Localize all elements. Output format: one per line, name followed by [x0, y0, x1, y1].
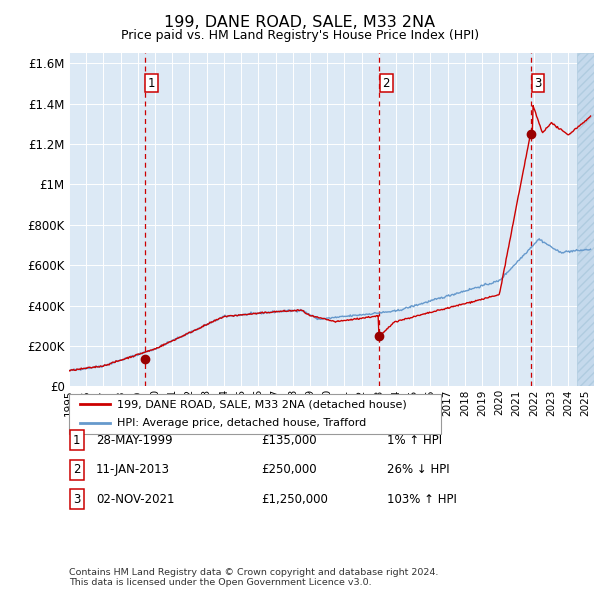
- Text: 02-NOV-2021: 02-NOV-2021: [96, 493, 175, 506]
- Text: 103% ↑ HPI: 103% ↑ HPI: [387, 493, 457, 506]
- Text: Price paid vs. HM Land Registry's House Price Index (HPI): Price paid vs. HM Land Registry's House …: [121, 30, 479, 42]
- Text: 3: 3: [73, 493, 80, 506]
- Text: 1: 1: [148, 77, 155, 90]
- Text: 2: 2: [73, 463, 80, 476]
- Text: 3: 3: [534, 77, 541, 90]
- Text: 1: 1: [73, 434, 80, 447]
- Text: 11-JAN-2013: 11-JAN-2013: [96, 463, 170, 476]
- Text: Contains HM Land Registry data © Crown copyright and database right 2024.
This d: Contains HM Land Registry data © Crown c…: [69, 568, 439, 587]
- Text: 199, DANE ROAD, SALE, M33 2NA: 199, DANE ROAD, SALE, M33 2NA: [164, 15, 436, 30]
- Text: 28-MAY-1999: 28-MAY-1999: [96, 434, 173, 447]
- Text: HPI: Average price, detached house, Trafford: HPI: Average price, detached house, Traf…: [118, 418, 367, 428]
- FancyBboxPatch shape: [70, 460, 84, 480]
- Text: 26% ↓ HPI: 26% ↓ HPI: [387, 463, 449, 476]
- Text: 199, DANE ROAD, SALE, M33 2NA (detached house): 199, DANE ROAD, SALE, M33 2NA (detached …: [118, 399, 407, 409]
- FancyBboxPatch shape: [70, 430, 84, 450]
- Text: 1% ↑ HPI: 1% ↑ HPI: [387, 434, 442, 447]
- Text: 2: 2: [382, 77, 390, 90]
- FancyBboxPatch shape: [69, 394, 441, 434]
- Text: £250,000: £250,000: [261, 463, 317, 476]
- Text: £135,000: £135,000: [261, 434, 317, 447]
- FancyBboxPatch shape: [70, 489, 84, 509]
- Text: £1,250,000: £1,250,000: [261, 493, 328, 506]
- Bar: [577, 53, 594, 386]
